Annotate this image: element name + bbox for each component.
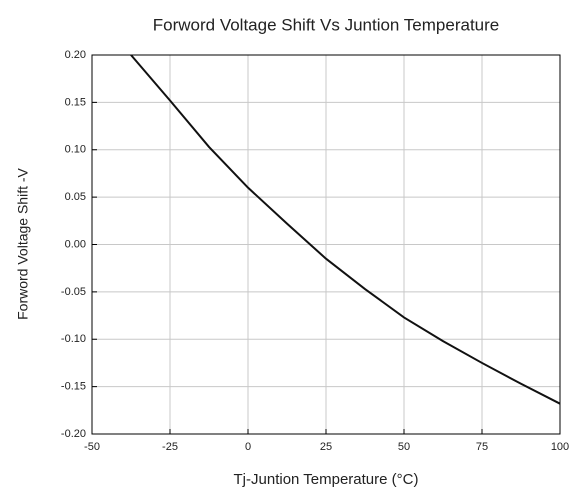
x-tick-label: 75 <box>476 441 488 453</box>
x-tick-label: 0 <box>245 441 251 453</box>
x-axis-label: Tj-Juntion Temperature (°C) <box>234 471 419 488</box>
y-tick-label: 0.15 <box>65 96 86 108</box>
y-tick-label: 0.00 <box>65 238 86 250</box>
x-tick-label: -25 <box>162 441 178 453</box>
plot-frame <box>91 54 561 435</box>
y-tick-label: -0.15 <box>61 381 86 393</box>
y-tick-label: 0.10 <box>65 144 86 156</box>
chart-title: Forword Voltage Shift Vs Juntion Tempera… <box>153 15 499 34</box>
y-tick-label: 0.20 <box>65 49 86 61</box>
x-tick-label: -50 <box>84 441 100 453</box>
y-tick-label: -0.20 <box>61 428 86 440</box>
y-tick-label: -0.05 <box>61 286 86 298</box>
x-tick-label: 100 <box>551 441 569 453</box>
y-tick-label: 0.05 <box>65 191 86 203</box>
x-tick-label: 50 <box>398 441 410 453</box>
curve <box>130 54 561 405</box>
y-tick-label: -0.10 <box>61 333 86 345</box>
y-axis-label: Forword Voltage Shift -V <box>15 167 31 319</box>
x-tick-label: 25 <box>320 441 332 453</box>
